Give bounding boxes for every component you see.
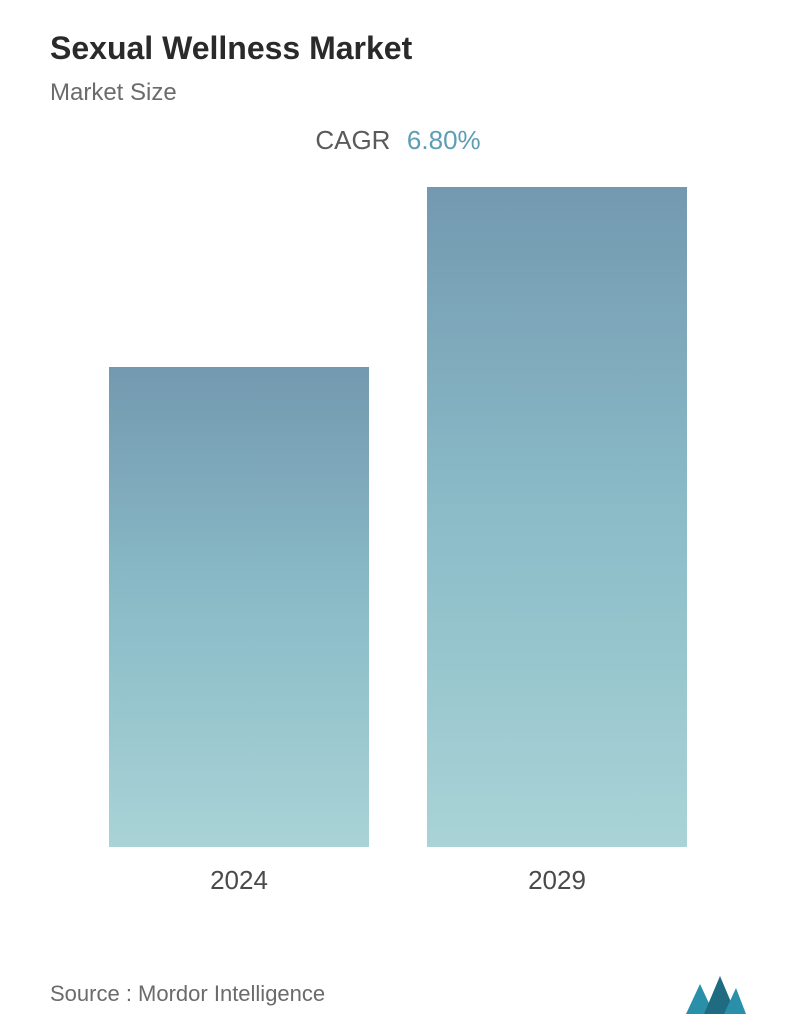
bar-chart: 2024 2029 [50,196,746,896]
chart-container: Sexual Wellness Market Market Size CAGR … [0,0,796,1034]
page-title: Sexual Wellness Market [50,30,746,67]
bar-1 [427,187,687,847]
cagr-label: CAGR [315,125,390,155]
brand-logo [686,974,746,1014]
cagr-row: CAGR 6.80% [50,125,746,156]
bar-label-1: 2029 [528,865,586,896]
bar-group-1: 2029 [427,187,687,896]
page-subtitle: Market Size [50,79,746,107]
cagr-value: 6.80% [407,125,481,155]
bar-group-0: 2024 [109,367,369,896]
footer: Source : Mordor Intelligence [50,974,746,1014]
bar-0 [109,367,369,847]
bar-label-0: 2024 [210,865,268,896]
source-text: Source : Mordor Intelligence [50,981,325,1007]
